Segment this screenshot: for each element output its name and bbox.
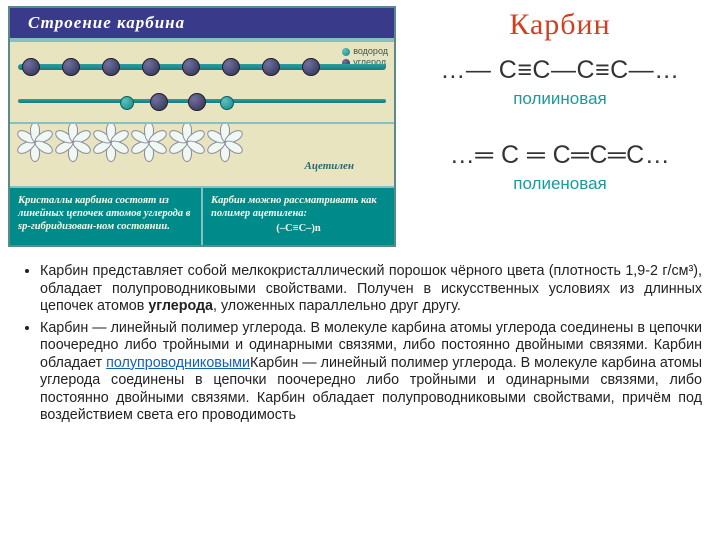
panel-heading: Строение карбина <box>10 8 394 40</box>
carbyne-chain <box>10 52 394 82</box>
orbitals-diagram: Ацетилен <box>10 122 394 186</box>
chain-diagram: водород углерод <box>10 40 394 122</box>
panel-notes: Кристаллы карбина состоят из линейных це… <box>10 186 394 245</box>
structure-panel: Строение карбина водород углерод <box>8 6 396 247</box>
note-right: Карбин можно рассматривать как полимер а… <box>203 188 394 245</box>
note-left: Кристаллы карбина состоят из линейных це… <box>10 188 203 245</box>
polyyne-formula: …― С≡С―С≡С―… <box>408 56 712 85</box>
body-text: Карбин представляет собой мелкокристалли… <box>0 257 720 425</box>
polyene-label: полиеновая <box>408 174 712 194</box>
paragraph-1: Карбин представляет собой мелкокристалли… <box>40 263 702 316</box>
acetylene-label: Ацетилен <box>305 160 355 172</box>
semiconductor-link[interactable]: полупроводниковыми <box>106 355 250 371</box>
polyene-formula: …═ С ═ С═С═С… <box>408 141 712 170</box>
formulas-column: Карбин …― С≡С―С≡С―… полииновая …═ С ═ С═… <box>408 6 712 247</box>
page-title: Карбин <box>408 8 712 42</box>
panel-body: водород углерод <box>10 40 394 186</box>
polyyne-label: полииновая <box>408 89 712 109</box>
acetylene-chain <box>10 88 394 118</box>
paragraph-2: Карбин — линейный полимер углерода. В мо… <box>40 320 702 425</box>
